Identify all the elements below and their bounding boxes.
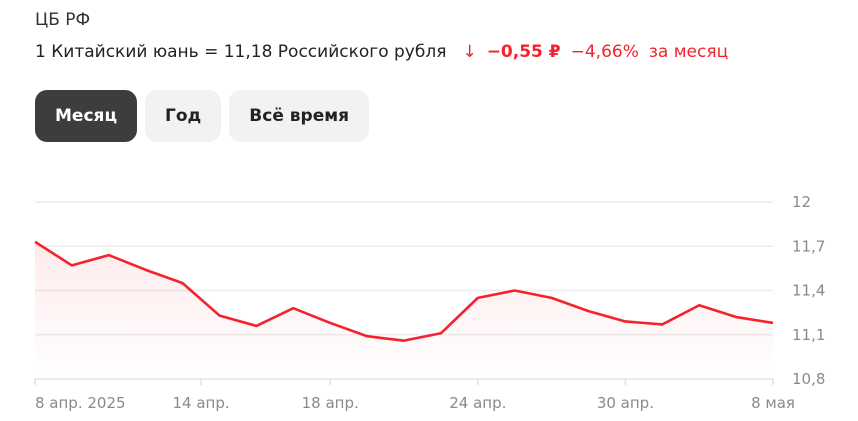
change-abs: −0,55 ₽ bbox=[486, 42, 561, 62]
series-area bbox=[35, 241, 773, 379]
x-tick-label: 8 мая bbox=[751, 394, 795, 412]
period-month-button[interactable]: Месяц bbox=[35, 90, 138, 142]
source-label: ЦБ РФ bbox=[35, 10, 91, 30]
x-tick-label: 8 апр. 2025 bbox=[35, 394, 126, 412]
x-tick-label: 14 апр. bbox=[172, 394, 229, 412]
period-year-button[interactable]: Год bbox=[145, 90, 222, 142]
series-line bbox=[34, 240, 774, 342]
rate-line: 1 Китайский юань = 11,18 Российского руб… bbox=[35, 42, 728, 62]
y-tick-label: 11,4 bbox=[792, 282, 825, 300]
change-period: за месяц bbox=[648, 42, 729, 62]
y-tick-label: 12 bbox=[792, 193, 811, 211]
period-all-time-button[interactable]: Всё время bbox=[229, 90, 370, 142]
rate-text: 1 Китайский юань = 11,18 Российского руб… bbox=[35, 42, 447, 62]
x-tick-label: 18 апр. bbox=[302, 394, 359, 412]
x-tick-label: 30 апр. bbox=[597, 394, 654, 412]
y-tick-label: 11,1 bbox=[792, 326, 825, 344]
x-tick-label: 24 апр. bbox=[449, 394, 506, 412]
arrow-down-icon: ↓ bbox=[462, 42, 477, 62]
rate-change: ↓ −0,55 ₽ −4,66% за месяц bbox=[462, 42, 728, 62]
y-tick-label: 10,8 bbox=[792, 370, 825, 388]
y-tick-label: 11,7 bbox=[792, 237, 825, 255]
change-pct: −4,66% bbox=[570, 42, 639, 62]
period-selector: Месяц Год Всё время bbox=[35, 90, 370, 142]
